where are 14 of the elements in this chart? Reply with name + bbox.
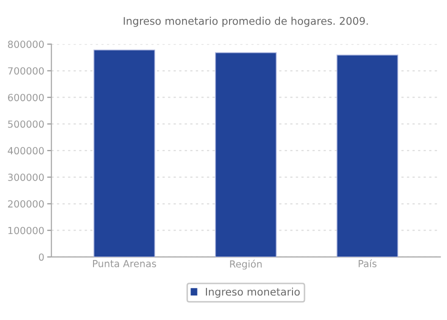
legend-label: Ingreso monetario [206,288,300,298]
y-tick-label: 600000 [8,94,44,102]
x-tick-label: Región [230,260,262,270]
y-tick-label: 800000 [8,40,44,48]
y-tick-label: 0 [38,253,44,261]
y-tick-label: 400000 [8,147,44,154]
x-tick-label: Punta Arenas [93,260,156,268]
y-tick-label: 500000 [8,120,44,128]
y-tick-label: 300000 [8,174,44,181]
y-tick-label: 700000 [8,67,44,75]
chart-title: Ingreso monetario promedio de hogares. 2009. [124,16,368,27]
y-tick-label: 200000 [8,200,44,208]
x-tick-label: País [358,259,376,268]
y-tick-label: 100000 [8,226,44,234]
